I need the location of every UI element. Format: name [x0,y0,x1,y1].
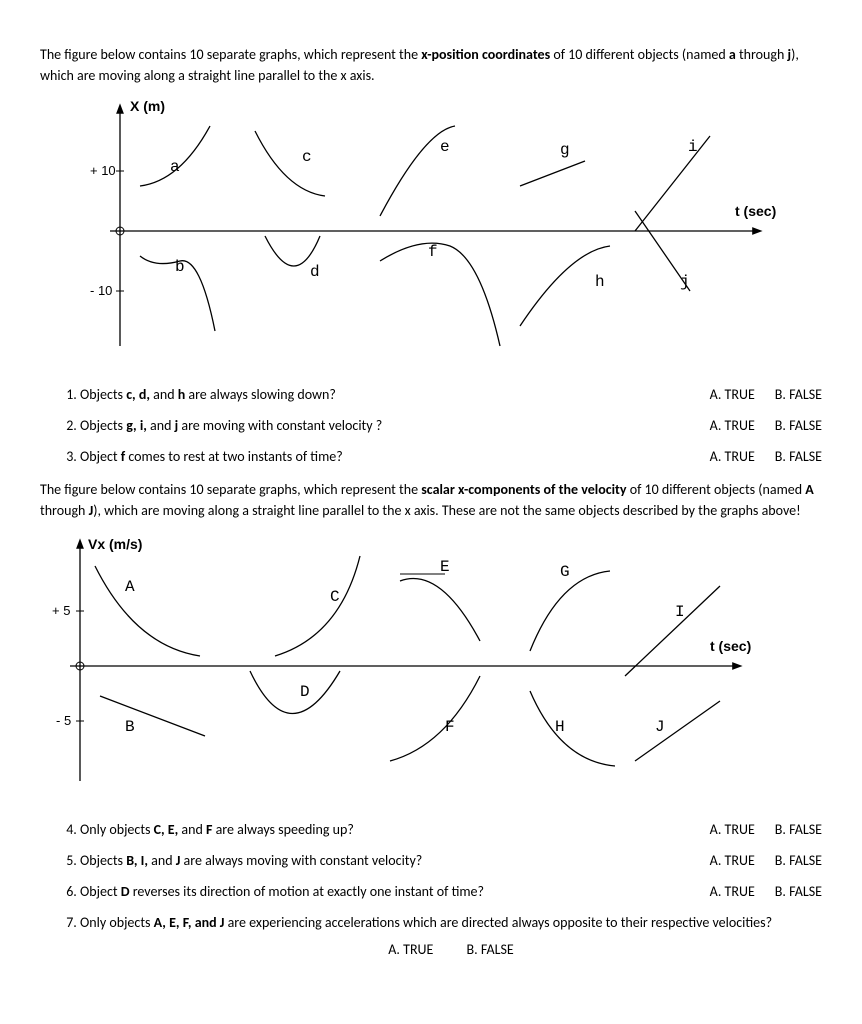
question-6: Object D reverses its direction of motio… [80,883,822,900]
figure-2: + 5 - 5 Vx (m/s) t (sec) A B C D E F G H… [40,531,822,801]
option-true[interactable]: A. TRUE [710,448,755,465]
bold-text: x-position coordinates [421,46,550,63]
curve-label: C [330,588,340,606]
bold-text: a [729,46,736,63]
option-true[interactable]: A. TRUE [710,852,755,869]
question-text: Objects c, d, and h are always slowing d… [80,386,670,403]
curve-label: e [440,138,450,156]
curve-label: g [560,141,570,159]
option-false[interactable]: B. FALSE [775,821,822,838]
curve-label: E [440,558,450,576]
question-text: Objects B, I, and J are always moving wi… [80,852,670,869]
curve-label: h [595,273,605,291]
axis-label: Vx (m/s) [88,536,142,552]
curve-label: J [655,718,665,736]
option-true[interactable]: A. TRUE [710,386,755,403]
text: The figure below contains 10 separate gr… [40,481,421,498]
curve-label: f [428,243,438,261]
option-true[interactable]: A. TRUE [710,417,755,434]
curve-label: F [445,718,455,736]
tick-label: - 5 [56,713,71,728]
option-true[interactable]: A. TRUE [388,941,433,958]
tick-label: + 10 [90,163,116,178]
option-false[interactable]: B. FALSE [775,417,822,434]
question-2: Objects g, i, and j are moving with cons… [80,417,822,434]
question-text: Only objects C, E, and F are always spee… [80,821,670,838]
question-4: Only objects C, E, and F are always spee… [80,821,822,838]
text: through [736,46,788,63]
option-false[interactable]: B. FALSE [467,941,514,958]
option-true[interactable]: A. TRUE [710,883,755,900]
question-3: Object f comes to rest at two instants o… [80,448,822,465]
curve-label: H [555,718,565,736]
curve-label: A [125,578,135,596]
curve-label: a [170,158,180,176]
curve-label: B [125,718,135,736]
curve-label: i [688,138,698,156]
option-false[interactable]: B. FALSE [775,448,822,465]
text: ), which are moving along a straight lin… [93,502,800,519]
axis-label: t (sec) [710,638,751,654]
tick-label: - 10 [90,283,112,298]
intro-paragraph-2: The figure below contains 10 separate gr… [40,479,822,521]
question-5: Objects B, I, and J are always moving wi… [80,852,822,869]
curve-label: b [175,258,185,276]
text: The figure below contains 10 separate gr… [40,46,421,63]
text: of 10 different objects (named [550,46,729,63]
text: of 10 different objects (named [627,481,806,498]
text: through [40,502,89,519]
question-text: Object f comes to rest at two instants o… [80,448,670,465]
curve-label: I [675,603,685,621]
question-1: Objects c, d, and h are always slowing d… [80,386,822,403]
axis-label: t (sec) [735,203,776,219]
axis-label: X (m) [130,98,165,114]
option-false[interactable]: B. FALSE [775,386,822,403]
question-text: Object D reverses its direction of motio… [80,883,670,900]
figure-1: + 10 - 10 X (m) t (sec) a b c d e f g h … [40,96,822,366]
question-text: Only objects A, E, F, and J are experien… [80,914,772,931]
intro-paragraph-1: The figure below contains 10 separate gr… [40,44,822,86]
curve-label: D [300,683,310,701]
curve-label: c [302,148,312,166]
question-text: Objects g, i, and j are moving with cons… [80,417,670,434]
option-false[interactable]: B. FALSE [775,852,822,869]
tick-label: + 5 [52,603,70,618]
curve-label: d [310,263,320,281]
bold-text: A [805,481,813,498]
curve-label: G [560,563,570,581]
question-7: Only objects A, E, F, and J are experien… [80,914,822,958]
option-false[interactable]: B. FALSE [775,883,822,900]
option-true[interactable]: A. TRUE [710,821,755,838]
bold-text: scalar x-components of the velocity [421,481,626,498]
curve-label: j [680,273,690,291]
